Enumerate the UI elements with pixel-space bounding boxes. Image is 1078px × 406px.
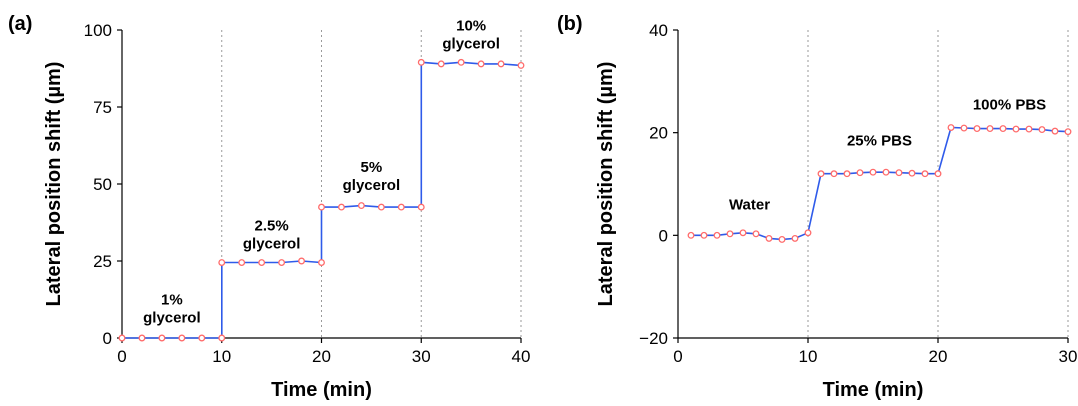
data-point (238, 259, 246, 266)
x-tick-label: 10 (212, 347, 231, 366)
y-tick-label: 50 (93, 175, 112, 194)
x-axis-title: Time (min) (823, 379, 924, 401)
x-tick-label: 0 (117, 347, 126, 366)
y-tick-label: 40 (649, 21, 668, 40)
data-point (218, 334, 226, 342)
annotation-label: 1% (161, 292, 183, 309)
data-point (198, 334, 206, 342)
panel-label: (a) (8, 13, 32, 35)
data-point (417, 58, 425, 66)
data-point (973, 125, 981, 133)
data-point (457, 58, 465, 66)
data-point (869, 168, 877, 176)
data-point (377, 203, 385, 211)
x-tick-label: 30 (1059, 347, 1078, 366)
y-axis-title: Lateral position shift (µm) (595, 62, 617, 307)
data-point (1038, 126, 1046, 134)
data-point (417, 203, 425, 211)
data-point (178, 334, 186, 342)
data-point (856, 169, 864, 177)
x-tick-label: 20 (929, 347, 948, 366)
y-tick-label: 25 (93, 252, 112, 271)
data-point (999, 125, 1007, 133)
data-point (687, 231, 695, 239)
data-point (934, 170, 942, 178)
data-point (921, 170, 929, 178)
data-point (278, 259, 286, 266)
data-point (517, 61, 525, 69)
data-point (1012, 125, 1020, 133)
data-point (830, 170, 838, 178)
annotation-label: Water (729, 197, 770, 214)
data-point (700, 231, 708, 239)
data-point (986, 125, 994, 133)
y-tick-label: −20 (639, 329, 668, 348)
x-tick-label: 20 (312, 347, 331, 366)
x-tick-label: 30 (412, 347, 431, 366)
annotation-label: 10% (456, 17, 486, 34)
panel-label: (b) (557, 13, 583, 35)
data-point (298, 257, 305, 265)
y-tick-label: 75 (93, 98, 112, 117)
annotation-label: 25% PBS (847, 133, 912, 150)
data-point (817, 170, 825, 178)
data-point (397, 203, 405, 211)
data-point (843, 170, 851, 178)
data-point (497, 60, 505, 68)
y-tick-label: 0 (659, 226, 668, 245)
x-tick-label: 0 (673, 347, 682, 366)
x-tick-label: 40 (512, 347, 531, 366)
data-point (908, 169, 916, 177)
annotation-label: 2.5% (255, 218, 289, 235)
data-point (158, 334, 166, 342)
data-point (1051, 127, 1059, 135)
data-point (947, 124, 955, 131)
data-point (477, 60, 485, 68)
data-point (882, 168, 890, 176)
data-point (791, 234, 799, 242)
data-point (739, 229, 747, 237)
annotation-label: glycerol (243, 236, 301, 253)
data-point (778, 235, 786, 243)
annotation-label: glycerol (343, 177, 401, 194)
data-point (765, 234, 773, 242)
data-point (218, 259, 226, 266)
data-point (895, 169, 903, 177)
data-point (318, 259, 325, 266)
y-axis-title: Lateral position shift (µm) (43, 62, 65, 307)
data-point (357, 202, 365, 210)
annotation-label: 5% (361, 159, 383, 176)
data-point (960, 124, 968, 132)
y-tick-label: 20 (649, 124, 668, 143)
data-point (713, 231, 721, 239)
data-point (726, 230, 734, 238)
data-point (338, 203, 345, 211)
data-point (138, 334, 146, 342)
annotation-label: 100% PBS (973, 97, 1046, 114)
y-tick-label: 0 (103, 329, 112, 348)
data-point (118, 334, 126, 342)
x-axis-title: Time (min) (271, 379, 372, 401)
data-point (804, 229, 812, 237)
data-point (1064, 128, 1072, 136)
annotation-label: glycerol (442, 35, 500, 52)
data-point (752, 230, 760, 238)
data-point (318, 203, 325, 211)
data-point (1025, 125, 1033, 133)
data-point (258, 259, 266, 266)
x-tick-label: 10 (799, 347, 818, 366)
data-point (437, 60, 445, 68)
y-tick-label: 100 (84, 21, 112, 40)
annotation-label: glycerol (143, 310, 201, 327)
